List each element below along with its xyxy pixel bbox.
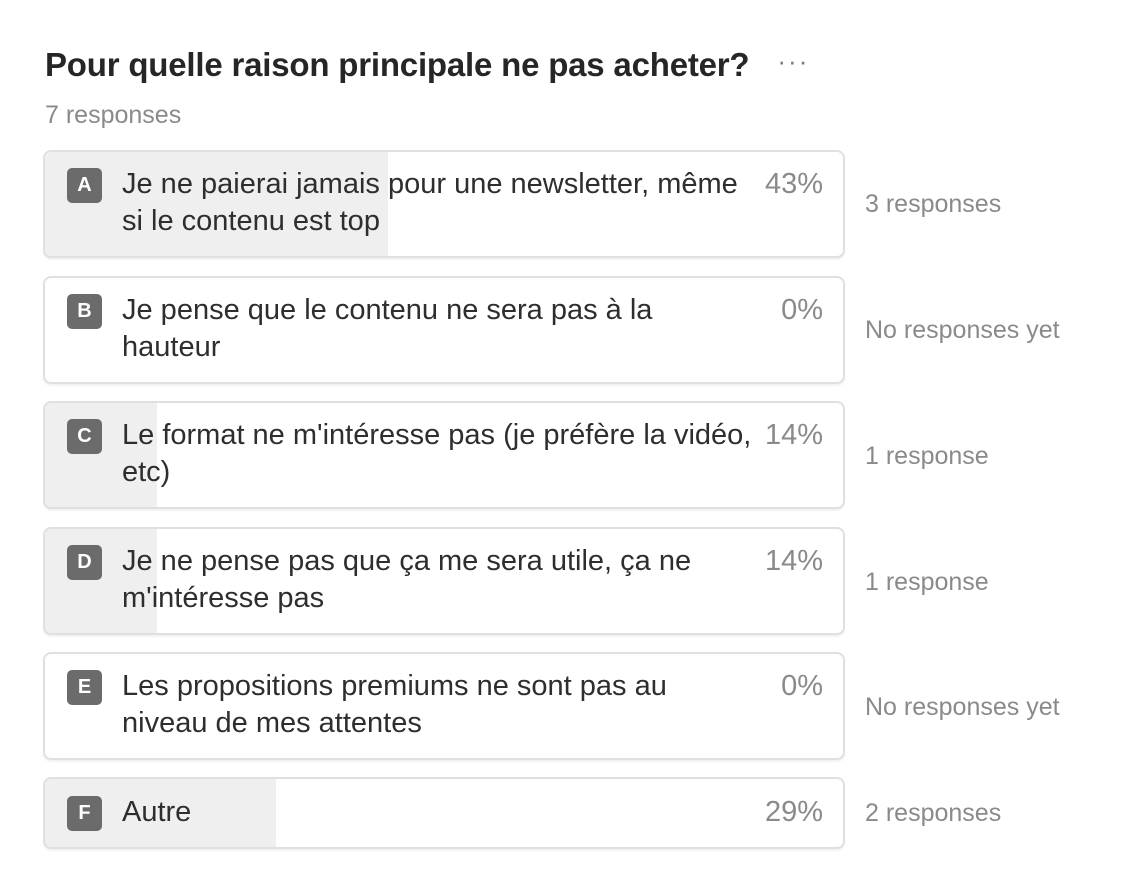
poll-header: Pour quelle raison principale ne pas ach… — [45, 46, 809, 84]
option-response-count: No responses yet — [865, 316, 1060, 344]
option-percent: 14% — [764, 419, 823, 451]
poll-title: Pour quelle raison principale ne pas ach… — [45, 46, 750, 83]
option-letter-badge: C — [67, 419, 102, 454]
poll-option-f[interactable]: F Autre 29% — [43, 777, 845, 849]
option-letter-badge: D — [67, 545, 102, 580]
option-response-count: 3 responses — [865, 190, 1002, 218]
option-percent: 29% — [764, 796, 823, 828]
result-bar — [45, 152, 389, 256]
option-letter-badge: F — [67, 796, 102, 831]
poll-option-b[interactable]: B Je pense que le contenu ne sera pas à … — [43, 276, 845, 384]
option-text: Je ne pense pas que ça me sera utile, ça… — [122, 545, 692, 614]
option-response-count: 1 response — [865, 568, 989, 596]
option-text: Autre — [122, 796, 192, 828]
option-letter-badge: E — [67, 670, 102, 705]
option-percent: 14% — [764, 545, 823, 577]
option-percent: 0% — [781, 294, 823, 326]
poll-option-a[interactable]: A Je ne paierai jamais pour une newslett… — [43, 150, 845, 258]
option-response-count: 1 response — [865, 442, 989, 470]
option-text: Je pense que le contenu ne sera pas à la… — [122, 294, 653, 363]
option-letter-badge: B — [67, 294, 102, 329]
more-options-icon[interactable]: ··· — [777, 46, 810, 76]
option-percent: 0% — [781, 670, 823, 702]
option-percent: 43% — [764, 168, 823, 200]
option-text: Les propositions premiums ne sont pas au… — [122, 670, 667, 739]
poll-option-c[interactable]: C Le format ne m'intéresse pas (je préfè… — [43, 401, 845, 509]
option-text: Je ne paierai jamais pour une newsletter… — [122, 168, 738, 237]
option-letter-badge: A — [67, 168, 102, 203]
option-response-count: No responses yet — [865, 693, 1060, 721]
option-response-count: 2 responses — [865, 799, 1002, 827]
poll-option-d[interactable]: D Je ne pense pas que ça me sera utile, … — [43, 527, 845, 635]
total-responses: 7 responses — [45, 101, 182, 129]
option-text: Le format ne m'intéresse pas (je préfère… — [122, 419, 752, 488]
poll-option-e[interactable]: E Les propositions premiums ne sont pas … — [43, 652, 845, 760]
